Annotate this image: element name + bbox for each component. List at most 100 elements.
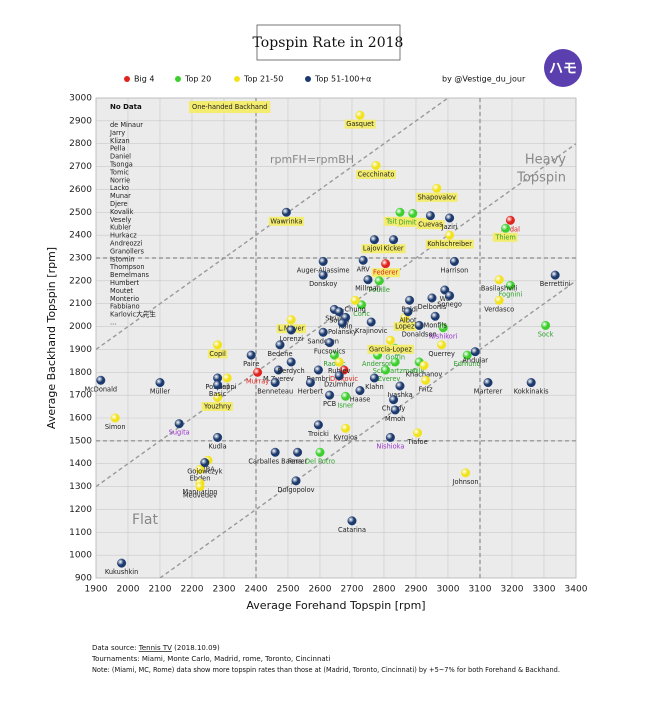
- point-label: Lopez: [395, 322, 415, 330]
- point-label: Donaldson: [402, 330, 437, 338]
- no-data-player: Istomin: [110, 255, 134, 263]
- source: Tennis TV: [138, 644, 172, 652]
- point-label: Chung: [345, 305, 366, 313]
- point-label: Schwartzman: [373, 367, 418, 375]
- no-data-player: Andreozzi: [110, 240, 142, 248]
- point-label: Simon: [105, 423, 126, 431]
- point: [355, 386, 365, 396]
- no-data-player: Djere: [110, 200, 128, 208]
- no-data-player: Thompson: [109, 263, 145, 271]
- point-label: Nishikori: [429, 333, 458, 341]
- credit: by @Vestige_du_jour: [442, 75, 526, 84]
- point: [246, 350, 256, 360]
- heavy-label: Heavy: [525, 153, 566, 168]
- point: [501, 223, 511, 233]
- annotations: rpmFH=rpmBH Heavy Topspin Flat No Data de Min…: [109, 101, 566, 528]
- one-handed-highlight: [207, 349, 228, 359]
- point: [395, 207, 405, 217]
- point-label: Gojowczyk: [187, 468, 222, 476]
- point: [341, 423, 351, 433]
- y-tick-label: 1400: [69, 459, 92, 469]
- point-label: Marterer: [474, 388, 503, 396]
- point: [408, 208, 418, 218]
- point-label: Fognini: [498, 290, 522, 298]
- legend-marker: [175, 76, 181, 82]
- no-data-player: Bemelmans: [110, 271, 150, 279]
- no-data-player: Jarry: [109, 129, 125, 137]
- no-data-player: Munar: [110, 192, 131, 200]
- point: [461, 468, 471, 478]
- point: [281, 207, 291, 217]
- legend-label: Big 4: [134, 75, 154, 84]
- point-label: Anderson: [362, 360, 393, 368]
- point-label: M.Zverev: [263, 375, 294, 383]
- point: [494, 295, 504, 305]
- no-data-player: Pella: [110, 145, 126, 153]
- point: [385, 335, 395, 345]
- point: [318, 270, 328, 280]
- point: [369, 373, 379, 383]
- point-label: Verdasco: [484, 305, 514, 313]
- point: [437, 340, 447, 350]
- point-label: Cecchinato: [358, 170, 395, 178]
- point: [369, 235, 379, 245]
- point: [414, 320, 424, 330]
- logo: [544, 49, 582, 87]
- point: [96, 375, 106, 385]
- point-label: Kudla: [208, 442, 226, 450]
- no-data-player: Monterio: [110, 295, 139, 303]
- x-tick-label: 2600: [309, 585, 332, 595]
- point: [334, 357, 344, 367]
- point: [313, 420, 323, 430]
- axes: 1900 2000 2100 2200 2300 2400 2500 2600 2700 2800…: [69, 94, 588, 595]
- point-label: Querrey: [428, 350, 455, 358]
- one-handed-highlight: [268, 216, 304, 226]
- point: [541, 320, 551, 330]
- x-tick-label: 2400: [245, 585, 268, 595]
- point: [381, 365, 391, 375]
- point-label: Shapovalov: [418, 193, 456, 201]
- point-label: Haase: [350, 396, 371, 404]
- one-handed-highlight: [393, 321, 417, 331]
- point-label: Berdych: [278, 367, 305, 375]
- y-tick-label: 2600: [69, 185, 92, 195]
- point: [390, 405, 400, 415]
- x-tick-label: 2700: [341, 585, 364, 595]
- point-label: PCB: [323, 400, 337, 408]
- x-axis-title: Average Forehand Topspin [rpm]: [246, 599, 425, 612]
- y-tick-label: 1500: [69, 436, 92, 446]
- equal-line-label: rpmFH=rpmBH: [270, 153, 354, 166]
- point: [430, 311, 440, 321]
- no-data-player: Norrie: [110, 176, 130, 184]
- point-label: Khachanov: [406, 370, 443, 378]
- point: [526, 378, 536, 388]
- point-label: Kukushkin: [105, 568, 138, 576]
- point: [462, 350, 472, 360]
- point-label: Djokovic: [330, 375, 358, 383]
- point-label: Sonego: [437, 301, 462, 309]
- point-label: Johnson: [452, 478, 479, 486]
- point-label: Del Potro: [305, 457, 335, 465]
- point-label: Dolgopolov: [277, 486, 314, 494]
- point: [315, 447, 325, 457]
- source-date: (2018.10.09): [174, 644, 220, 652]
- chart-title: Topspin Rate in 2018: [253, 35, 404, 51]
- y-tick-label: 2100: [69, 299, 92, 309]
- point-label: Catarina: [338, 526, 366, 534]
- x-tick-label: 3400: [565, 585, 588, 595]
- footer-source: Data source: Tennis TV (2018.10.09): [92, 644, 220, 652]
- no-data-player: Vesely: [110, 216, 131, 224]
- one-handed-highlight: [371, 268, 400, 278]
- point-label: Federer: [373, 269, 398, 277]
- x-tick-label: 2500: [277, 585, 300, 595]
- point-label: Gasquet: [346, 120, 374, 128]
- point: [390, 357, 400, 367]
- point: [438, 323, 448, 333]
- point: [213, 392, 223, 402]
- point: [470, 347, 480, 357]
- point-label: Sugita: [169, 429, 190, 437]
- point: [286, 357, 296, 367]
- point-label: Delbonis: [418, 303, 447, 311]
- point: [200, 458, 210, 468]
- point-label: Paire: [243, 360, 259, 368]
